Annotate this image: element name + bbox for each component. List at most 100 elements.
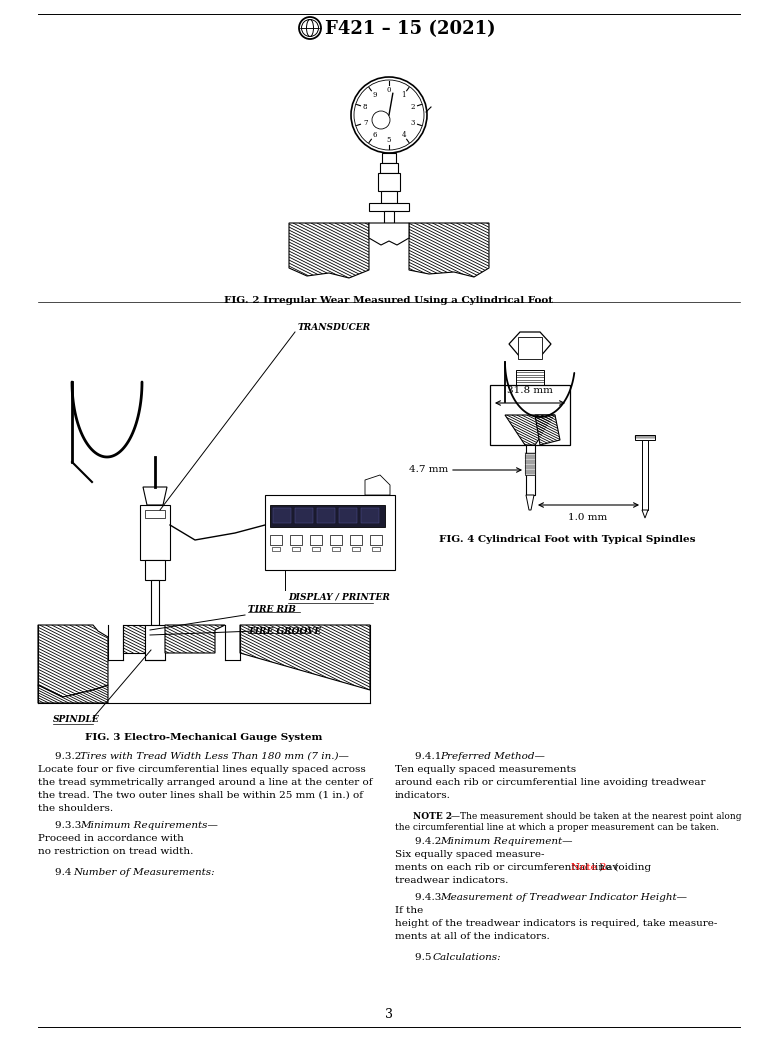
Bar — [140, 505, 170, 560]
Bar — [352, 547, 360, 551]
Polygon shape — [38, 685, 108, 703]
Polygon shape — [505, 415, 555, 445]
Text: 4: 4 — [401, 131, 406, 139]
Text: ments on each rib or circumferential line (: ments on each rib or circumferential lin… — [395, 863, 619, 872]
Text: 9.4.3: 9.4.3 — [415, 893, 444, 902]
Bar — [145, 560, 165, 580]
Text: 9.4.1: 9.4.1 — [415, 752, 444, 761]
Polygon shape — [123, 625, 145, 653]
Text: 9.4.2: 9.4.2 — [415, 837, 444, 846]
Text: the tread. The two outer lines shall be within 25 mm (1 in.) of: the tread. The two outer lines shall be … — [38, 791, 363, 799]
Bar — [635, 435, 655, 440]
Polygon shape — [369, 223, 409, 245]
Text: Measurement of Treadwear Indicator Height—: Measurement of Treadwear Indicator Heigh… — [440, 893, 687, 902]
Circle shape — [354, 80, 424, 150]
Text: 9.5: 9.5 — [415, 953, 435, 962]
Text: FIG. 2 Irregular Wear Measured Using a Cylindrical Foot: FIG. 2 Irregular Wear Measured Using a C… — [225, 296, 553, 305]
Text: height of the treadwear indicators is required, take measure-: height of the treadwear indicators is re… — [395, 919, 717, 928]
Text: FIG. 4 Cylindrical Foot with Typical Spindles: FIG. 4 Cylindrical Foot with Typical Spi… — [439, 535, 696, 544]
Bar — [292, 547, 300, 551]
Bar — [295, 508, 313, 523]
Text: 1.0 mm: 1.0 mm — [569, 513, 608, 522]
Text: Calculations:: Calculations: — [433, 953, 502, 962]
Bar — [265, 496, 395, 570]
Polygon shape — [240, 625, 370, 690]
Text: 31.8 mm: 31.8 mm — [507, 386, 553, 395]
Text: Note 2: Note 2 — [571, 863, 607, 872]
Polygon shape — [365, 475, 390, 496]
Bar — [384, 211, 394, 223]
Bar — [272, 547, 280, 551]
Bar — [378, 173, 400, 191]
Text: 9.4: 9.4 — [55, 868, 75, 877]
Text: treadwear indicators.: treadwear indicators. — [395, 875, 508, 885]
Polygon shape — [642, 510, 648, 518]
Bar — [330, 535, 342, 545]
Bar — [369, 203, 409, 211]
Bar — [290, 535, 302, 545]
Text: 4.7 mm: 4.7 mm — [408, 465, 448, 475]
Text: the circumferential line at which a proper measurement can be taken.: the circumferential line at which a prop… — [395, 823, 719, 832]
Bar — [518, 337, 542, 359]
Polygon shape — [535, 415, 560, 445]
Text: 8: 8 — [363, 103, 367, 111]
Polygon shape — [165, 625, 225, 653]
Bar — [270, 535, 282, 545]
Bar — [312, 547, 320, 551]
Text: TRANSDUCER: TRANSDUCER — [298, 323, 371, 331]
Bar — [382, 153, 396, 163]
Text: Six equally spaced measure-: Six equally spaced measure- — [395, 850, 545, 859]
Text: no restriction on tread width.: no restriction on tread width. — [38, 847, 194, 856]
Text: the shoulders.: the shoulders. — [38, 804, 113, 813]
Bar — [380, 163, 398, 173]
Bar — [270, 505, 385, 527]
Text: Proceed in accordance with: Proceed in accordance with — [38, 834, 184, 843]
Text: F421 – 15 (2021): F421 – 15 (2021) — [325, 20, 496, 39]
Text: 3: 3 — [411, 119, 415, 127]
Text: 5: 5 — [387, 136, 391, 144]
Text: Preferred Method—: Preferred Method— — [440, 752, 545, 761]
Bar — [642, 440, 648, 510]
Bar — [310, 535, 322, 545]
Bar — [339, 508, 357, 523]
Bar — [332, 547, 340, 551]
Text: TIRE GROOVE: TIRE GROOVE — [248, 627, 321, 635]
Text: 2: 2 — [411, 103, 415, 111]
Bar — [370, 535, 382, 545]
Text: ments at all of the indicators.: ments at all of the indicators. — [395, 932, 550, 941]
Polygon shape — [509, 332, 551, 357]
Text: NOTE 2: NOTE 2 — [413, 812, 452, 821]
Text: If the: If the — [395, 906, 423, 915]
Text: Number of Measurements:: Number of Measurements: — [73, 868, 215, 877]
Text: DISPLAY / PRINTER: DISPLAY / PRINTER — [288, 592, 390, 601]
Bar — [372, 547, 380, 551]
Bar — [526, 445, 535, 496]
Text: around each rib or circumferential line avoiding treadwear: around each rib or circumferential line … — [395, 778, 706, 787]
Text: SPINDLE: SPINDLE — [53, 715, 100, 723]
Bar — [151, 580, 159, 625]
Text: ) avoiding: ) avoiding — [599, 863, 651, 872]
Text: 9.3.2: 9.3.2 — [55, 752, 85, 761]
Text: Tires with Tread Width Less Than 180 mm (7 in.)—: Tires with Tread Width Less Than 180 mm … — [80, 752, 349, 761]
Bar — [490, 385, 570, 445]
Bar — [361, 508, 379, 523]
Circle shape — [372, 111, 390, 129]
Circle shape — [351, 77, 427, 153]
Text: 9: 9 — [372, 91, 377, 99]
Text: 7: 7 — [363, 119, 367, 127]
Text: TIRE RIB: TIRE RIB — [248, 606, 296, 614]
Text: 0: 0 — [387, 86, 391, 94]
Text: 3: 3 — [385, 1008, 393, 1020]
Bar — [516, 370, 544, 385]
Text: indicators.: indicators. — [395, 791, 451, 799]
Text: FIG. 3 Electro-Mechanical Gauge System: FIG. 3 Electro-Mechanical Gauge System — [86, 733, 323, 742]
Text: Ten equally spaced measurements: Ten equally spaced measurements — [395, 765, 576, 775]
Text: 6: 6 — [372, 131, 377, 139]
Bar — [145, 510, 165, 518]
Text: Minimum Requirements—: Minimum Requirements— — [80, 821, 218, 830]
Text: Minimum Requirement—: Minimum Requirement— — [440, 837, 573, 846]
Text: —The measurement should be taken at the nearest point along: —The measurement should be taken at the … — [451, 812, 741, 821]
Polygon shape — [409, 223, 489, 277]
Text: the tread symmetrically arranged around a line at the center of: the tread symmetrically arranged around … — [38, 778, 373, 787]
Polygon shape — [526, 496, 534, 510]
